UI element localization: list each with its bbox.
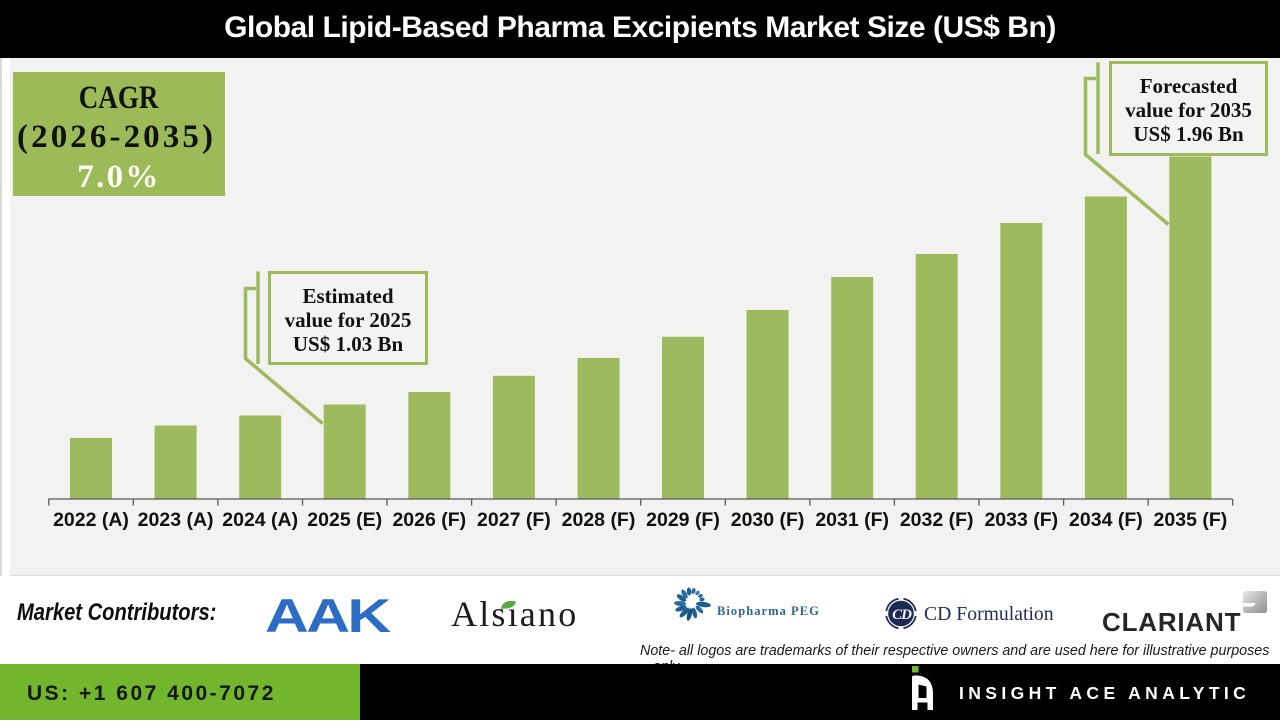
svg-text:CD: CD [892,607,912,623]
